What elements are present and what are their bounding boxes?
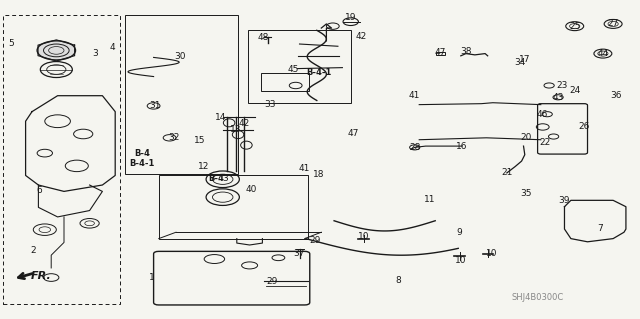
Bar (3, 15, 120, 304)
Text: 32: 32 (168, 133, 180, 142)
Text: 39: 39 (559, 196, 570, 205)
Text: 13: 13 (230, 125, 241, 134)
Text: 11: 11 (424, 195, 436, 204)
Text: SHJ4B0300C: SHJ4B0300C (511, 293, 564, 302)
Text: 42: 42 (356, 32, 367, 41)
Bar (436, 52, 445, 55)
Text: 29: 29 (309, 236, 321, 245)
Text: 28: 28 (409, 143, 420, 152)
Text: 30: 30 (175, 52, 186, 61)
Text: 25: 25 (569, 22, 580, 31)
Text: 31: 31 (149, 101, 161, 110)
Text: B-4-1: B-4-1 (306, 68, 332, 77)
Text: 46: 46 (537, 110, 548, 119)
Text: 5: 5 (9, 39, 14, 48)
Polygon shape (38, 40, 75, 61)
Text: 14: 14 (215, 113, 227, 122)
Text: 34: 34 (514, 58, 525, 67)
Bar (125, 15, 238, 174)
Text: 47: 47 (348, 129, 359, 138)
Text: FR.: FR. (31, 271, 51, 281)
Text: 8: 8 (396, 276, 401, 285)
Text: 37: 37 (294, 249, 305, 258)
Text: 3: 3 (223, 174, 228, 182)
Text: 36: 36 (610, 91, 621, 100)
Text: 1: 1 (150, 273, 155, 282)
Text: 19: 19 (345, 13, 356, 22)
Text: 18: 18 (313, 170, 324, 179)
Text: 47: 47 (435, 48, 446, 57)
Text: 24: 24 (569, 86, 580, 95)
Text: 15: 15 (194, 137, 205, 145)
Text: 10: 10 (455, 256, 467, 265)
Text: 9: 9 (457, 228, 462, 237)
Text: 16: 16 (456, 142, 468, 151)
Text: 40: 40 (245, 185, 257, 194)
Text: 22: 22 (540, 138, 551, 147)
Text: B-4-1: B-4-1 (129, 159, 155, 168)
Text: 41: 41 (298, 164, 310, 173)
Text: 3: 3 (92, 49, 97, 58)
Text: 43: 43 (552, 93, 564, 102)
Text: 42: 42 (239, 119, 250, 128)
Text: 20: 20 (520, 133, 532, 142)
Text: 45: 45 (287, 65, 299, 74)
Text: 48: 48 (258, 33, 269, 42)
Text: 27: 27 (607, 19, 619, 28)
Text: 29: 29 (266, 277, 278, 286)
Text: 7: 7 (598, 224, 603, 233)
Text: 10: 10 (358, 232, 369, 241)
Text: 33: 33 (264, 100, 276, 109)
Text: 35: 35 (520, 189, 532, 198)
Bar (248, 30, 351, 103)
Text: 6: 6 (37, 186, 42, 195)
Text: B-4: B-4 (134, 149, 150, 158)
Text: 2: 2 (31, 246, 36, 255)
Text: B-4: B-4 (209, 174, 224, 182)
Text: 26: 26 (578, 122, 589, 130)
Text: 17: 17 (519, 56, 531, 64)
Text: 23: 23 (556, 81, 568, 90)
Text: 21: 21 (501, 168, 513, 177)
Text: 10: 10 (486, 249, 497, 258)
Text: 12: 12 (198, 162, 209, 171)
Text: 41: 41 (409, 91, 420, 100)
Bar (159, 175, 308, 239)
Text: 38: 38 (460, 47, 472, 56)
Text: 4: 4 (109, 43, 115, 52)
Text: 44: 44 (597, 49, 609, 58)
